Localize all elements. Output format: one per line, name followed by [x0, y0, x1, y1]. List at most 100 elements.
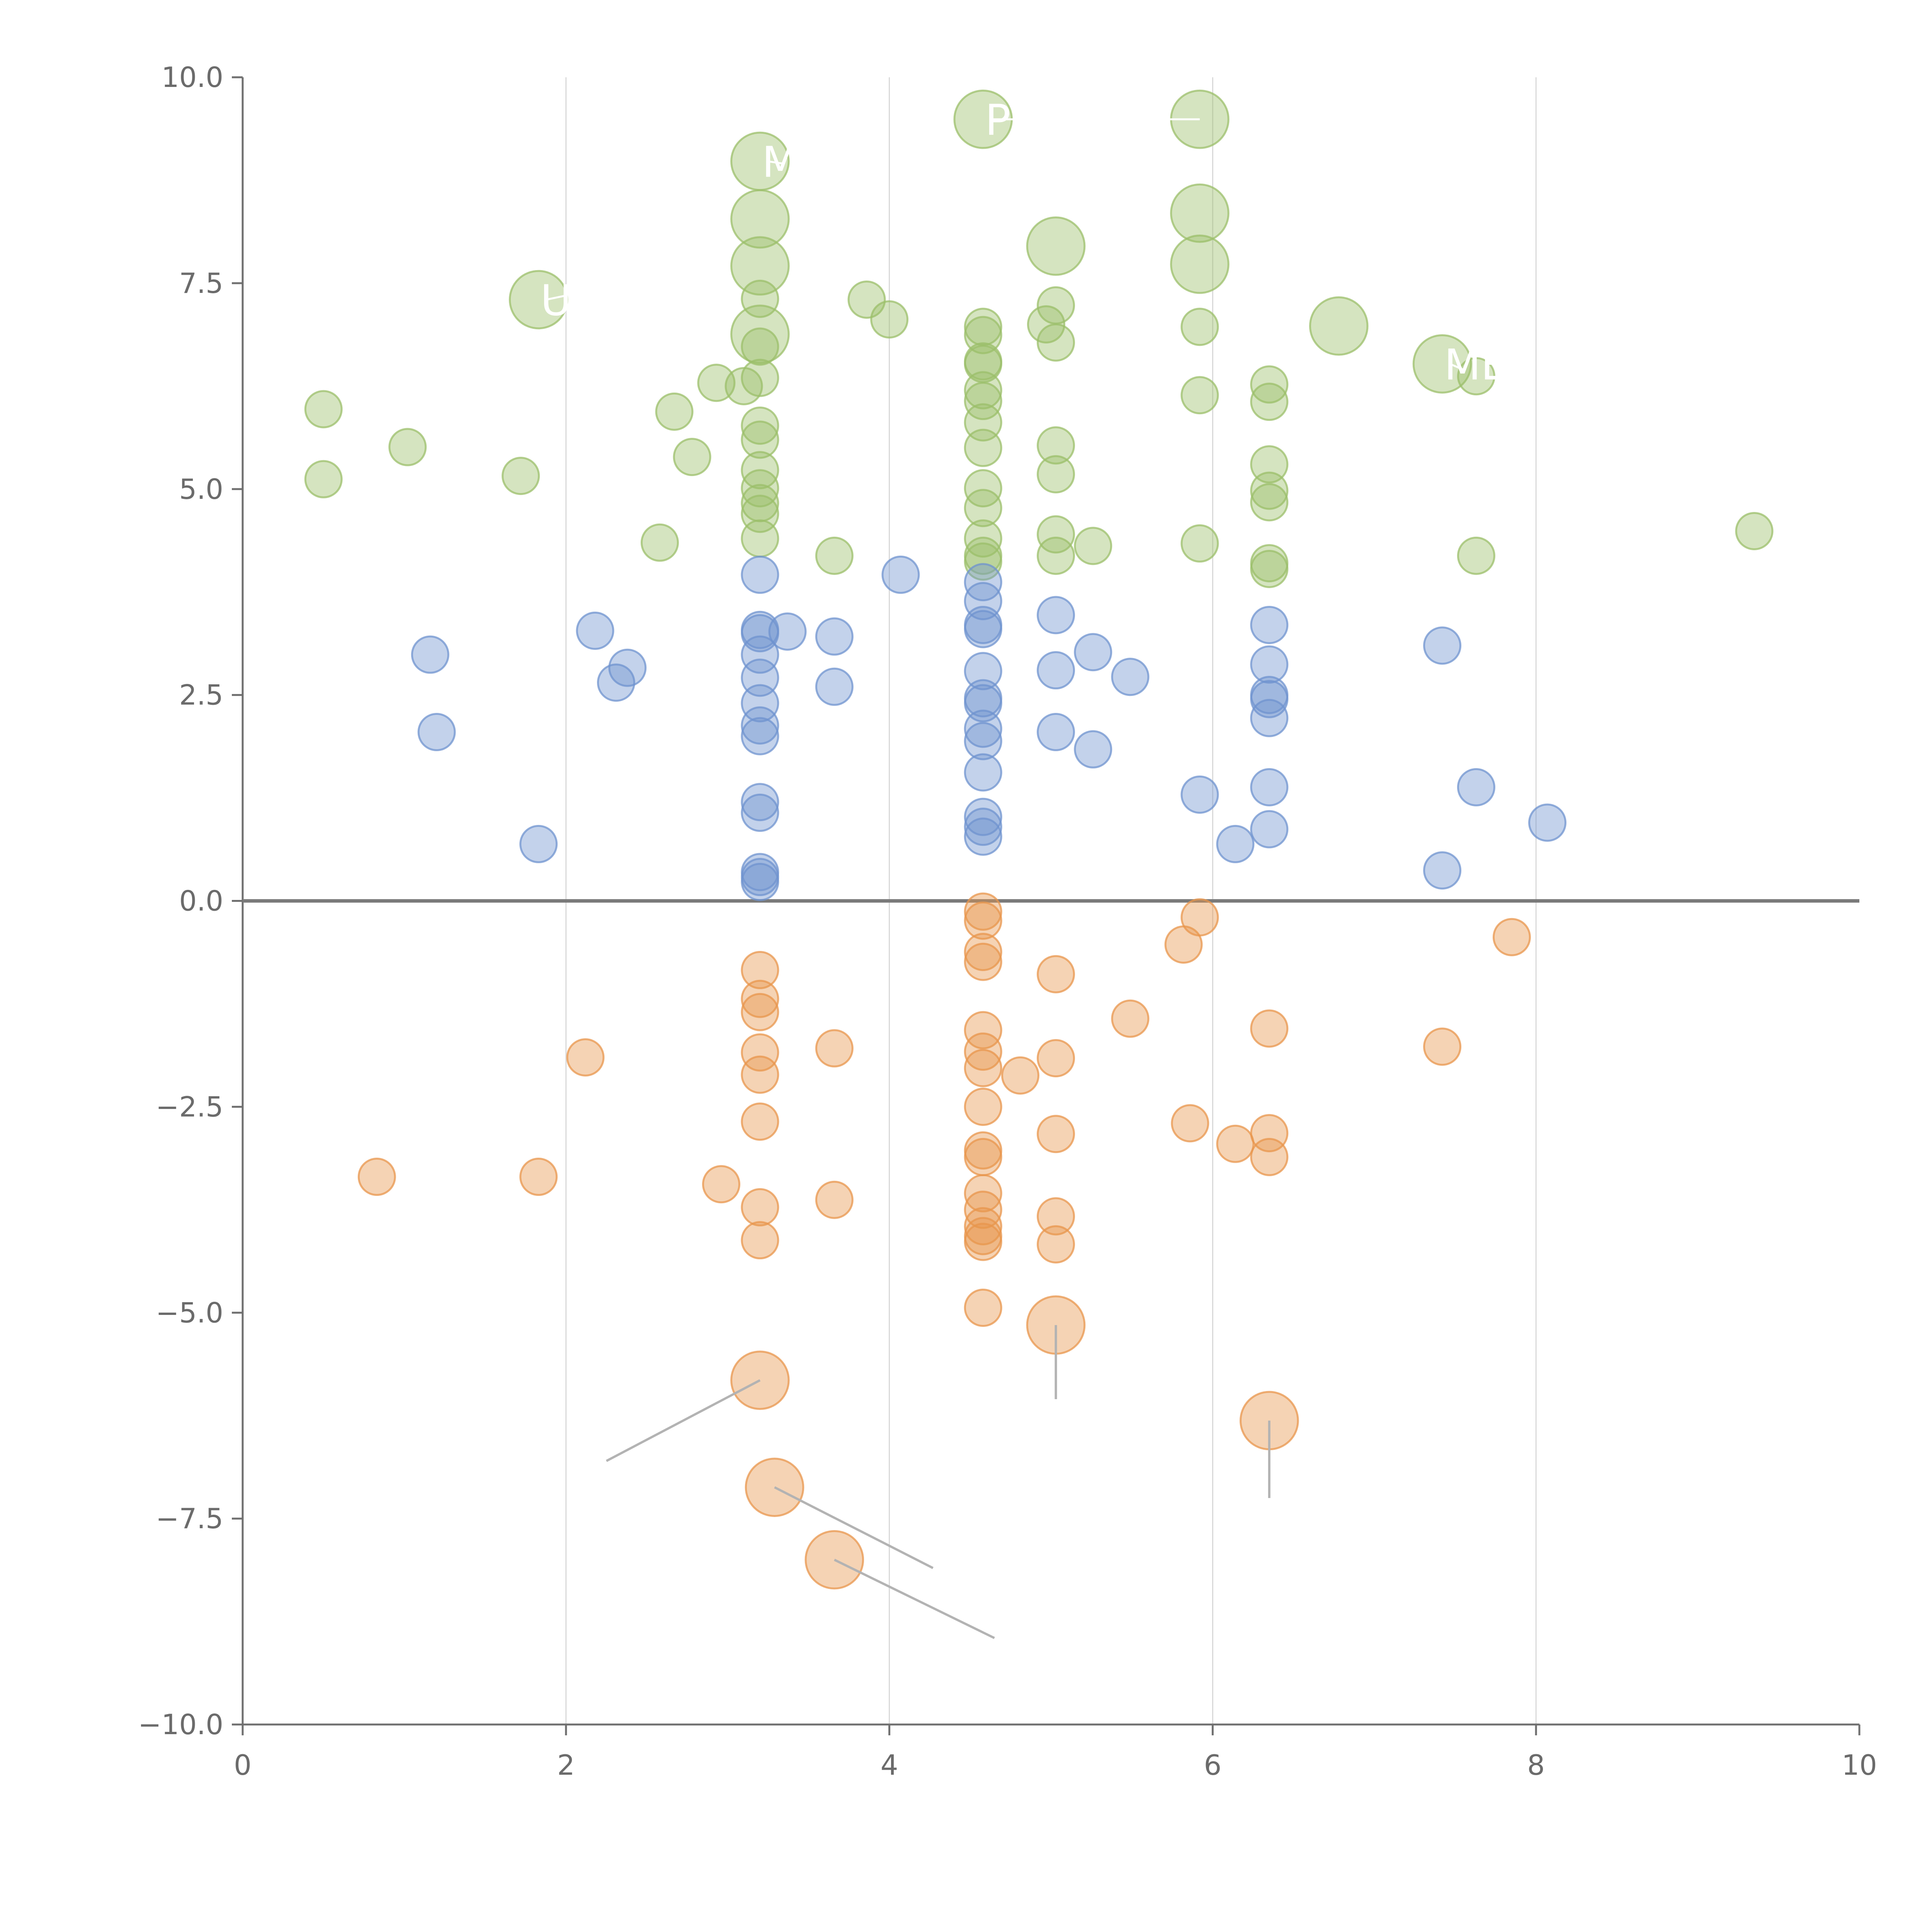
bubble-orange — [1001, 1056, 1040, 1095]
bubble-orange — [1492, 918, 1531, 956]
y-tick-label: 7.5 — [179, 267, 223, 299]
bubble-green — [1735, 512, 1774, 550]
bubble-orange — [702, 1165, 740, 1204]
bubble-orange — [1037, 1225, 1075, 1264]
bubble-orange — [964, 1174, 1002, 1213]
bubble-green — [304, 460, 343, 498]
bubble-green — [1180, 524, 1219, 563]
bubble-blue — [964, 817, 1002, 856]
bubble-blue — [815, 617, 854, 656]
bubble-blue — [741, 783, 779, 821]
bubble-orange — [519, 1158, 558, 1196]
bubble-green — [741, 519, 779, 558]
bubble-green — [1026, 216, 1086, 276]
leader-line — [834, 1559, 995, 1639]
bubble-green — [1250, 550, 1289, 588]
bubble-orange — [1216, 1124, 1255, 1163]
leader-line — [774, 1486, 934, 1569]
bubble-green — [1180, 376, 1219, 415]
bubble-green — [1074, 527, 1112, 565]
bubble-green — [730, 189, 790, 249]
bubble-orange — [730, 1350, 790, 1410]
bubble-blue — [741, 862, 779, 901]
bubble-blue — [1250, 699, 1289, 737]
bubble-blue — [1111, 658, 1150, 696]
label-leader-line — [1449, 363, 1464, 371]
bubble-green — [870, 300, 909, 339]
x-tick-label: 4 — [881, 1749, 898, 1781]
bubble-orange — [964, 1190, 1002, 1229]
bubble-blue — [1423, 626, 1462, 665]
bubble-green — [1170, 235, 1230, 294]
bubble-green — [1027, 305, 1065, 344]
bubble-blue — [1180, 776, 1219, 814]
bubble-orange — [741, 980, 779, 1018]
bubble-green — [697, 364, 736, 402]
bubble-green — [964, 542, 1002, 581]
bubble-blue — [1250, 810, 1289, 849]
bubble-green — [502, 457, 540, 495]
bubble-orange — [357, 1158, 396, 1196]
bubble-blue — [519, 825, 558, 863]
bubble-orange — [1423, 1027, 1462, 1066]
bubble-green — [1250, 445, 1289, 484]
bubble-blue — [1457, 768, 1495, 806]
bubble-blue — [741, 684, 779, 723]
bubble-orange — [964, 1207, 1002, 1245]
bubble-blue — [1037, 651, 1075, 690]
data-label: P — [985, 95, 1010, 145]
bubble-orange — [1250, 1009, 1289, 1048]
bubble-blue — [411, 635, 449, 674]
bubble-orange — [815, 1180, 854, 1219]
bubble-orange — [1111, 999, 1150, 1038]
bubble-orange — [566, 1038, 605, 1077]
data-label: U — [541, 276, 572, 325]
bubble-blue — [881, 555, 920, 594]
bubble-green — [741, 420, 779, 459]
bubble-green — [815, 536, 854, 575]
bubble-green — [1170, 183, 1230, 243]
bubble-green — [1250, 483, 1289, 522]
bubble-blue — [741, 555, 779, 594]
bubble-layer — [304, 89, 1774, 1590]
bubble-blue — [1250, 605, 1289, 644]
bubble-green — [1037, 323, 1075, 362]
bubble-orange — [964, 901, 1002, 940]
y-tick-label: 2.5 — [179, 679, 223, 711]
bubble-green — [1457, 536, 1495, 575]
bubble-green — [964, 489, 1002, 527]
x-tick-label: 2 — [557, 1749, 575, 1781]
bubble-green — [1037, 515, 1075, 554]
bubble-green — [964, 316, 1002, 354]
bubble-blue — [741, 635, 779, 674]
label-leader-line — [767, 160, 785, 165]
bubble-green — [730, 304, 790, 364]
bubble-blue — [815, 667, 854, 706]
bubble-orange — [815, 1029, 854, 1068]
x-tick-label: 6 — [1204, 1749, 1221, 1781]
bubble-blue — [608, 648, 647, 687]
bubble-blue — [1074, 633, 1112, 672]
y-tick-label: 5.0 — [179, 473, 223, 505]
bubble-orange — [1171, 1104, 1209, 1143]
y-tick-label: −2.5 — [156, 1090, 223, 1123]
bubble-green — [1250, 383, 1289, 421]
bubble-orange — [964, 1032, 1002, 1071]
bubble-blue — [1037, 596, 1075, 634]
bubble-green — [741, 327, 779, 366]
y-tick-label: −7.5 — [156, 1502, 223, 1535]
bubble-orange — [741, 951, 779, 990]
bubble-blue — [964, 808, 1002, 846]
bubble-orange — [741, 1188, 779, 1226]
bubble-orange — [964, 1138, 1002, 1176]
bubble-blue — [1216, 825, 1255, 863]
x-tick-label: 8 — [1527, 1749, 1545, 1781]
bubble-orange — [964, 1011, 1002, 1049]
bubble-blue — [1037, 713, 1075, 752]
bubble-orange — [964, 1223, 1002, 1261]
bubble-blue — [964, 652, 1002, 690]
x-tick-label: 10 — [1842, 1749, 1877, 1781]
bubble-green — [1180, 308, 1219, 346]
bubble-green — [730, 236, 790, 296]
